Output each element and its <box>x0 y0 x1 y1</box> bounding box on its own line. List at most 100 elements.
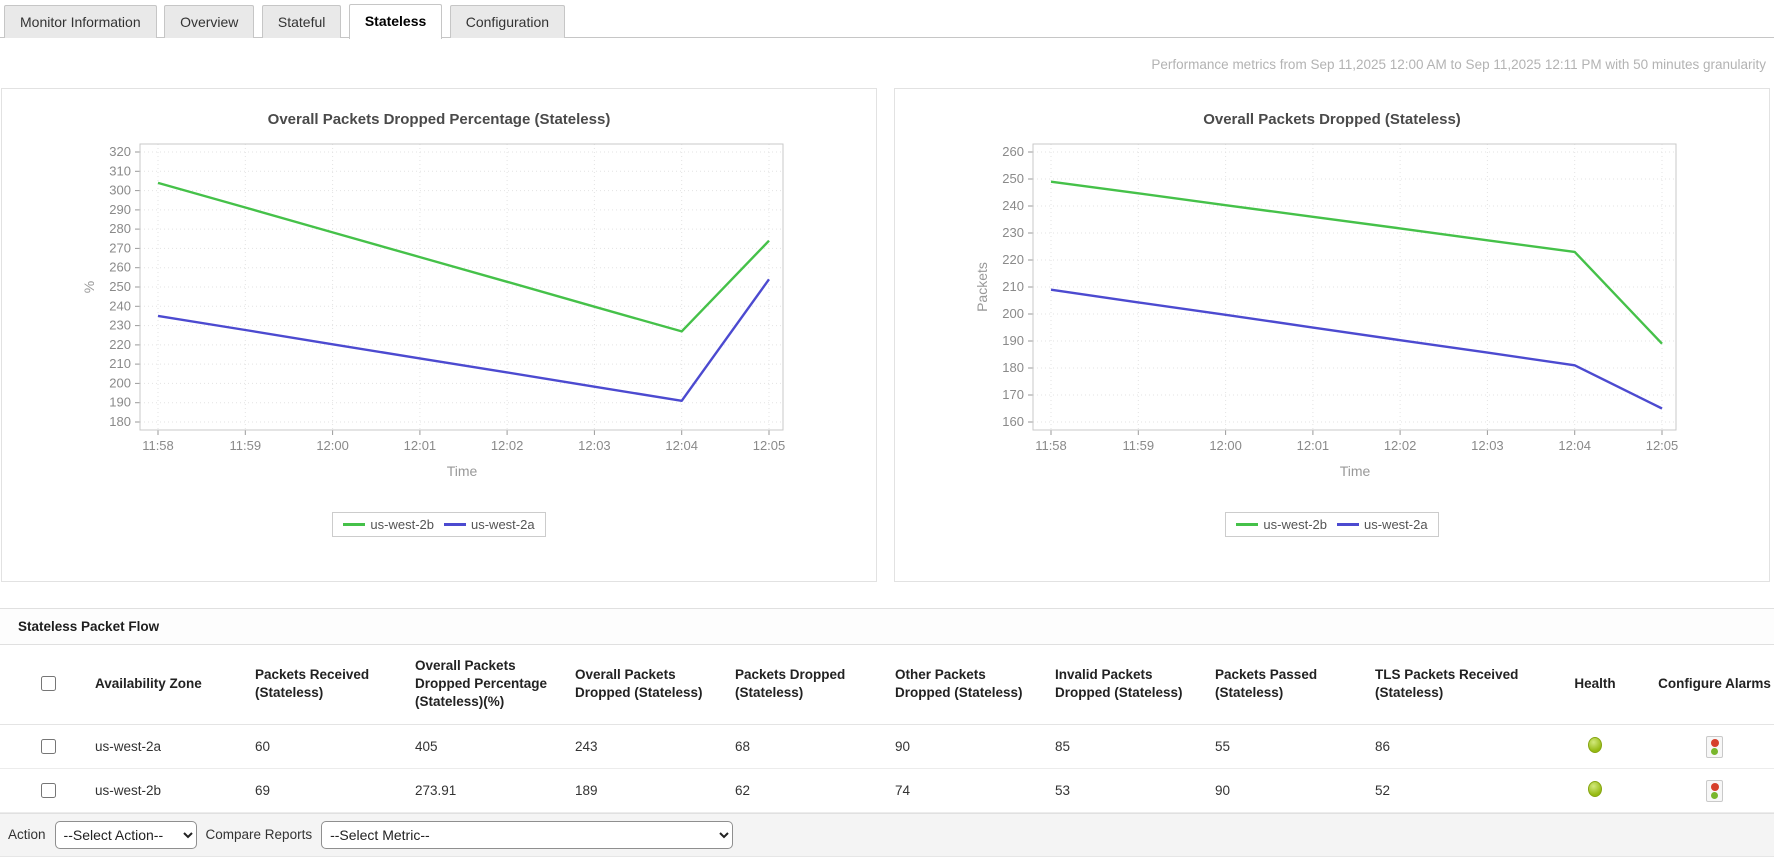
legend-wrap: us-west-2b us-west-2a <box>895 512 1769 537</box>
col-configure-alarms: Configure Alarms <box>1655 645 1774 725</box>
chart-title: Overall Packets Dropped Percentage (Stat… <box>267 111 611 128</box>
col-health: Health <box>1535 645 1655 725</box>
tab-monitor-information[interactable]: Monitor Information <box>4 5 157 38</box>
legend-item-us-west-2a: us-west-2a <box>444 517 535 532</box>
subtitle-row: Performance metrics from Sep 11,2025 12:… <box>0 38 1774 80</box>
svg-text:12:01: 12:01 <box>404 438 437 453</box>
svg-text:12:05: 12:05 <box>753 438 786 453</box>
svg-text:11:59: 11:59 <box>230 438 262 453</box>
svg-text:180: 180 <box>1002 360 1024 375</box>
line-chart-packets-dropped-percentage: 180 190 200 210 220 230 240 250 260 270 280 290 300 3… <box>81 143 786 479</box>
svg-text:12:03: 12:03 <box>1471 438 1504 453</box>
legend-item-us-west-2a: us-west-2a <box>1337 517 1428 532</box>
packets-received-cell: 60 <box>255 724 415 769</box>
svg-text:300: 300 <box>109 183 131 198</box>
svg-text:200: 200 <box>1002 306 1024 321</box>
svg-text:250: 250 <box>109 279 131 294</box>
row-checkbox[interactable] <box>40 782 56 798</box>
chart-legend: us-west-2b us-west-2a <box>1225 512 1439 537</box>
legend-swatch <box>1337 523 1359 526</box>
select-all-checkbox[interactable] <box>40 675 56 691</box>
svg-text:190: 190 <box>109 395 131 410</box>
svg-text:230: 230 <box>1002 225 1024 240</box>
row-checkbox[interactable] <box>40 738 56 754</box>
packets-passed-cell: 90 <box>1215 768 1375 813</box>
tab-overview[interactable]: Overview <box>164 5 255 38</box>
dropped-percentage-cell: 405 <box>415 724 575 769</box>
svg-text:270: 270 <box>109 240 131 255</box>
alarm-red-dot <box>1710 738 1719 747</box>
alarm-red-dot <box>1710 782 1719 791</box>
svg-text:210: 210 <box>109 356 131 371</box>
svg-text:12:01: 12:01 <box>1297 438 1330 453</box>
col-packets-dropped: Packets Dropped (Stateless) <box>735 645 895 725</box>
col-other-packets-dropped: Other Packets Dropped (Stateless) <box>895 645 1055 725</box>
svg-text:220: 220 <box>1002 252 1024 267</box>
line-chart-packets-dropped: 160 170 180 190 200 210 220 230 240 250 260 11:58 11… <box>974 143 1679 479</box>
overall-dropped-cell: 243 <box>575 724 735 769</box>
svg-text:12:04: 12:04 <box>665 438 698 453</box>
configure-alarms-icon[interactable] <box>1706 735 1723 758</box>
tab-configuration[interactable]: Configuration <box>449 5 566 38</box>
legend-item-us-west-2b: us-west-2b <box>343 517 434 532</box>
configure-alarms-icon[interactable] <box>1706 779 1723 802</box>
svg-text:%: % <box>81 281 97 293</box>
svg-text:12:02: 12:02 <box>491 438 524 453</box>
svg-text:Time: Time <box>1340 463 1371 479</box>
compare-reports-label: Compare Reports <box>205 827 313 843</box>
legend-swatch <box>1236 523 1259 526</box>
svg-text:320: 320 <box>109 144 131 159</box>
svg-text:12:03: 12:03 <box>578 438 611 453</box>
tab-stateful[interactable]: Stateful <box>261 5 342 38</box>
other-dropped-cell: 90 <box>895 724 1055 769</box>
chart-legend: us-west-2b us-west-2a <box>332 512 546 537</box>
legend-item-us-west-2b: us-west-2b <box>1236 517 1327 532</box>
chart-panel-packets-dropped: Overall Packets Dropped (Stateless) 160 1… <box>894 88 1770 582</box>
svg-text:12:05: 12:05 <box>1646 438 1679 453</box>
action-bar: Action --Select Action-- Compare Reports… <box>0 812 1774 857</box>
svg-text:190: 190 <box>1002 333 1024 348</box>
other-dropped-cell: 74 <box>895 768 1055 813</box>
svg-text:Time: Time <box>447 463 478 479</box>
action-label: Action <box>8 827 46 843</box>
alarm-green-dot <box>1711 747 1718 755</box>
svg-text:250: 250 <box>1002 171 1024 186</box>
zone-cell: us-west-2b <box>95 768 255 813</box>
legend-wrap: us-west-2b us-west-2a <box>2 512 876 537</box>
health-status-icon <box>1588 736 1602 753</box>
svg-text:11:59: 11:59 <box>1123 438 1155 453</box>
svg-text:12:04: 12:04 <box>1558 438 1591 453</box>
stateless-packet-flow-section: Stateless Packet Flow Availability Zone … <box>0 608 1774 813</box>
legend-swatch <box>343 523 366 526</box>
svg-text:11:58: 11:58 <box>142 438 174 453</box>
svg-text:Packets: Packets <box>974 262 990 312</box>
section-title: Stateless Packet Flow <box>0 608 1774 645</box>
chart-panel-packets-dropped-percentage: Overall Packets Dropped Percentage (Stat… <box>1 88 877 582</box>
legend-swatch <box>444 523 466 526</box>
overall-dropped-cell: 189 <box>575 768 735 813</box>
packets-dropped-cell: 62 <box>735 768 895 813</box>
svg-text:290: 290 <box>109 202 131 217</box>
svg-text:200: 200 <box>109 375 131 390</box>
tab-stateless[interactable]: Stateless <box>348 4 443 39</box>
svg-text:230: 230 <box>109 318 131 333</box>
compare-reports-select[interactable]: --Select Metric-- <box>321 820 734 849</box>
svg-text:12:00: 12:00 <box>1209 438 1242 453</box>
svg-text:260: 260 <box>1002 144 1024 159</box>
svg-text:180: 180 <box>109 414 131 429</box>
col-packets-passed: Packets Passed (Stateless) <box>1215 645 1375 725</box>
action-select[interactable]: --Select Action-- <box>54 820 197 849</box>
charts-row: Overall Packets Dropped Percentage (Stat… <box>0 80 1774 582</box>
col-tls-packets-received: TLS Packets Received (Stateless) <box>1375 645 1535 725</box>
svg-text:240: 240 <box>1002 198 1024 213</box>
tls-received-cell: 52 <box>1375 768 1535 813</box>
packets-passed-cell: 55 <box>1215 724 1375 769</box>
chart-title: Overall Packets Dropped (Stateless) <box>1203 111 1461 128</box>
svg-text:170: 170 <box>1002 387 1024 402</box>
svg-text:210: 210 <box>1002 279 1024 294</box>
health-status-icon <box>1588 780 1602 797</box>
col-availability-zone: Availability Zone <box>95 645 255 725</box>
invalid-dropped-cell: 53 <box>1055 768 1215 813</box>
svg-text:12:00: 12:00 <box>316 438 349 453</box>
